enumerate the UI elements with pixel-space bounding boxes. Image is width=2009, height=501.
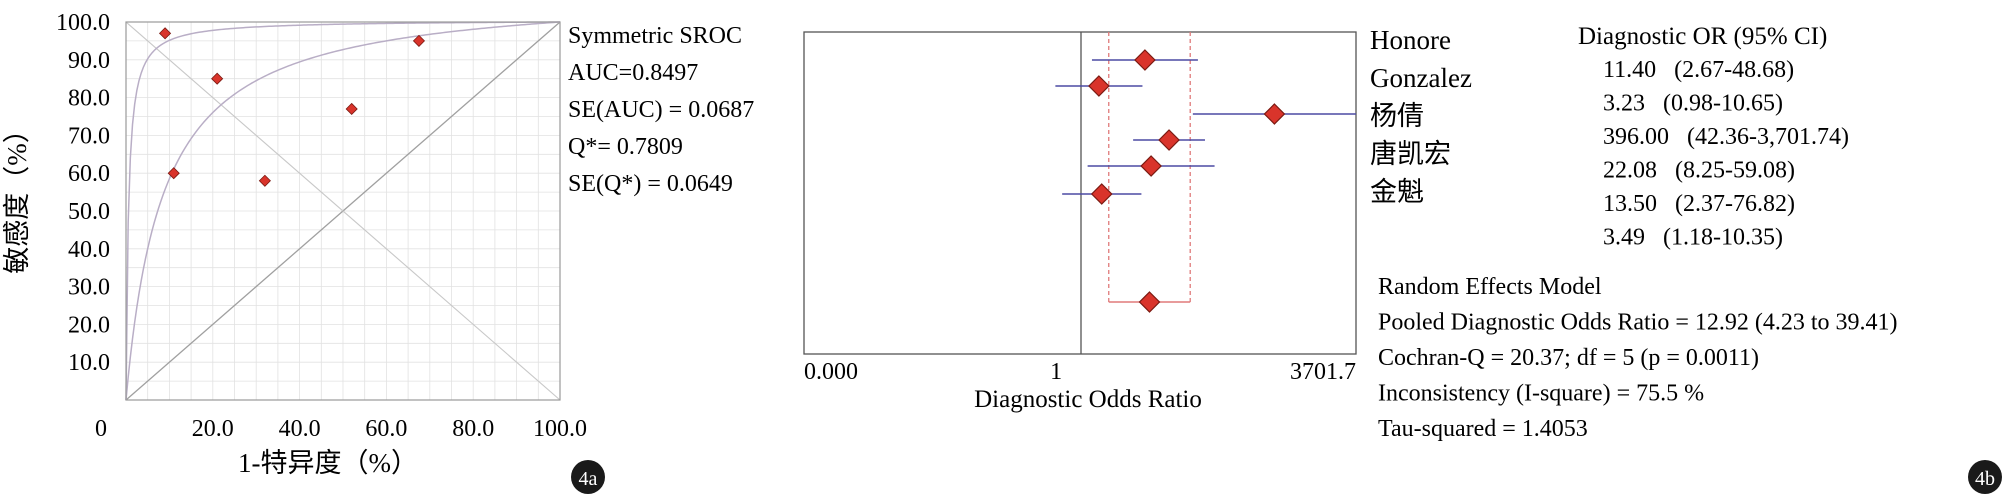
pooled-ci-band — [1108, 32, 1191, 302]
forest-plot-frame — [803, 31, 1357, 355]
sroc-x-tick-label: 40.0 — [279, 416, 321, 442]
forest-study-rows — [1055, 49, 1356, 205]
model-summary-line: Cochran-Q = 20.37; df = 5 (p = 0.0011) — [1378, 345, 1759, 371]
forest-table-header: Diagnostic OR (95% CI) — [1578, 23, 1827, 50]
sroc-y-axis-label: 敏感度（%） — [2, 116, 32, 274]
sroc-annotation-line: Q*= 0.7809 — [568, 134, 683, 160]
study-or-marker — [1088, 75, 1110, 97]
sroc-study-point — [345, 102, 358, 116]
model-summary-line: Pooled Diagnostic Odds Ratio = 12.92 (4.… — [1378, 310, 1898, 336]
sroc-grid — [126, 22, 560, 400]
study-ci-text: 11.40 (2.67-48.68) — [1603, 57, 1794, 83]
study-ci-text: 396.00 (42.36-3,701.74) — [1603, 124, 1849, 150]
study-or-marker — [1263, 103, 1286, 125]
panel-badge-4b-circle — [1968, 460, 2002, 494]
sroc-background — [0, 0, 560, 501]
study-ci-text: 13.50 (2.37-76.82) — [1603, 191, 1795, 217]
sroc-study-point — [167, 167, 180, 180]
study-ci-text: 3.49 (1.18-10.35) — [1603, 225, 1783, 251]
study-name: 唐凯宏 — [1370, 139, 1451, 169]
forest-x-tick-label: 0.000 — [804, 359, 858, 385]
sroc-x-tick-label: 0 — [95, 416, 107, 442]
sroc-annotation-line: SE(AUC) = 0.0687 — [568, 97, 754, 123]
sroc-points — [158, 27, 426, 187]
sroc-study-point — [158, 27, 172, 40]
model-summary-line: Inconsistency (I-square) = 75.5 % — [1378, 381, 1704, 407]
study-or-marker — [1090, 183, 1113, 205]
study-or-marker — [1134, 49, 1156, 71]
sroc-y-tick-label: 40.0 — [68, 237, 110, 263]
forest-panel: 0.000 1 3701.7 Diagnostic Odds Ratio Honor… — [803, 23, 1898, 442]
panel-badge-4b: 4b — [1968, 460, 2002, 494]
forest-x-tick-label: 3701.7 — [1290, 359, 1356, 385]
sroc-y-tick-label: 60.0 — [68, 161, 110, 187]
sroc-y-tick-label: 50.0 — [68, 199, 110, 225]
panel-badge-4b-label: 4b — [1975, 468, 1995, 490]
sroc-y-tick-label: 90.0 — [68, 48, 110, 74]
study-or-marker — [1140, 155, 1162, 177]
model-summary-line: Tau-squared = 1.4053 — [1378, 416, 1588, 442]
model-summary-line: Random Effects Model — [1378, 274, 1602, 300]
sroc-x-tick-label: 60.0 — [365, 416, 407, 442]
sroc-plot-frame — [125, 21, 561, 401]
study-or-marker — [1158, 129, 1180, 151]
sroc-x-tick-label: 20.0 — [192, 416, 234, 442]
panel-badge-4a-circle — [571, 460, 605, 494]
sroc-study-point — [258, 174, 271, 187]
forest-ci-column: 11.40 (2.67-48.68) 3.23 (0.98-10.65) 396.0… — [1603, 57, 1849, 251]
panel-badge-4a: 4a — [571, 460, 605, 494]
sroc-panel: 10.0 20.0 30.0 40.0 50.0 60.0 70.0 80.0 90.0 100.… — [0, 0, 754, 501]
sroc-y-tick-label: 30.0 — [68, 275, 110, 301]
sroc-x-tick-label: 80.0 — [452, 416, 494, 442]
sroc-y-tick-label: 100.0 — [56, 10, 110, 36]
sroc-annotation-line: Symmetric SROC — [568, 23, 742, 49]
q-star-reference-line — [125, 21, 561, 401]
study-name: 杨倩 — [1370, 101, 1424, 131]
sroc-y-tick-label: 10.0 — [68, 350, 110, 376]
pooled-estimate — [1108, 291, 1191, 313]
sroc-y-tick-label: 70.0 — [68, 123, 110, 149]
sroc-annotation-line: AUC=0.8497 — [568, 60, 698, 86]
sroc-annotations: Symmetric SROC AUC=0.8497 SE(AUC) = 0.0687… — [568, 23, 754, 197]
pooled-or-diamond — [1138, 291, 1161, 313]
sroc-y-tick-label: 80.0 — [68, 86, 110, 112]
sroc-curve — [125, 21, 561, 401]
sroc-y-tick-labels: 10.0 20.0 30.0 40.0 50.0 60.0 70.0 80.0 90.0 100.… — [56, 10, 110, 376]
forest-x-axis-label: Diagnostic Odds Ratio — [974, 386, 1202, 413]
sroc-x-tick-labels: 0 20.0 40.0 60.0 80.0 100.0 — [95, 416, 587, 442]
study-name: 金魁 — [1370, 177, 1424, 207]
sroc-study-point — [211, 72, 224, 85]
forest-x-tick-label: 1 — [1050, 359, 1062, 385]
sroc-x-tick-label: 100.0 — [533, 416, 587, 442]
forest-x-tick-labels: 0.000 1 3701.7 — [804, 359, 1356, 385]
study-ci-text: 22.08 (8.25-59.08) — [1603, 158, 1795, 184]
sroc-annotation-line: SE(Q*) = 0.0649 — [568, 171, 733, 197]
panel-badge-4a-label: 4a — [579, 468, 598, 490]
sroc-x-axis-label: 1-特异度（%） — [238, 448, 418, 478]
sroc-study-point — [412, 34, 426, 47]
study-ci-text: 3.23 (0.98-10.65) — [1603, 91, 1783, 117]
study-name: Gonzalez — [1370, 63, 1472, 93]
random-effects-summary: Random Effects Model Pooled Diagnostic Od… — [1378, 274, 1898, 442]
study-name: Honore — [1370, 25, 1451, 55]
sroc-y-tick-label: 20.0 — [68, 312, 110, 338]
